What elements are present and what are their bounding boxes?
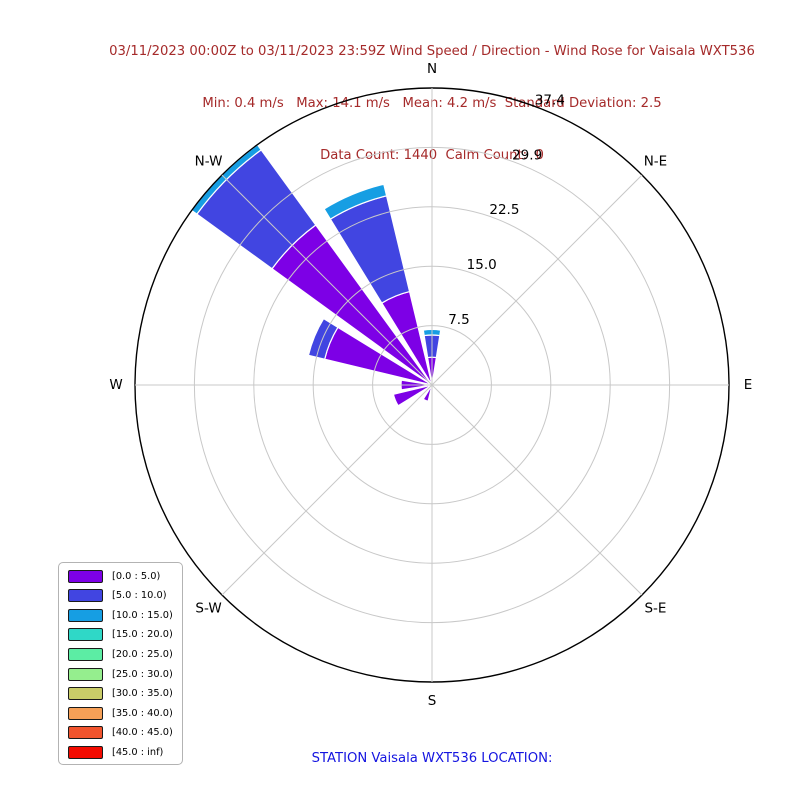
legend-swatch-8 xyxy=(68,726,103,740)
legend-swatch-3 xyxy=(68,628,103,642)
compass-label-N: N xyxy=(427,61,437,77)
radial-tick-label-22.5: 22.5 xyxy=(489,202,519,218)
legend-swatch-1 xyxy=(68,589,103,603)
compass-label-W: W xyxy=(109,377,122,393)
legend-swatch-5 xyxy=(68,667,103,681)
legend-item-5: [25.0 : 30.0) xyxy=(68,667,173,681)
legend-swatch-7 xyxy=(68,706,103,720)
legend-item-0: [0.0 : 5.0) xyxy=(68,569,173,583)
legend-swatch-0 xyxy=(68,569,103,583)
legend: [0.0 : 5.0) [5.0 : 10.0) [10.0 : 15.0) [15.… xyxy=(58,562,183,765)
legend-item-7: [35.0 : 40.0) xyxy=(68,706,173,720)
legend-item-3: [15.0 : 20.0) xyxy=(68,628,173,642)
legend-label-6: [30.0 : 35.0) xyxy=(112,688,173,700)
legend-item-1: [5.0 : 10.0) xyxy=(68,589,173,603)
radial-tick-label-29.9: 29.9 xyxy=(512,147,542,163)
legend-item-4: [20.0 : 25.0) xyxy=(68,648,173,662)
chart-title: 03/11/2023 00:00Z to 03/11/2023 23:59Z W… xyxy=(109,44,755,60)
legend-label-2: [10.0 : 15.0) xyxy=(112,609,173,621)
legend-label-9: [45.0 : inf) xyxy=(112,746,164,758)
compass-label-S-W: S-W xyxy=(195,600,221,616)
legend-label-7: [35.0 : 40.0) xyxy=(112,707,173,719)
compass-label-S-E: S-E xyxy=(644,600,666,616)
compass-label-N-W: N-W xyxy=(195,154,223,170)
legend-swatch-9 xyxy=(68,745,103,759)
legend-label-1: [5.0 : 10.0) xyxy=(112,590,167,602)
spoke-45 xyxy=(431,174,643,386)
legend-label-5: [25.0 : 30.0) xyxy=(112,668,173,680)
legend-swatch-2 xyxy=(68,608,103,622)
legend-swatch-4 xyxy=(68,648,103,662)
compass-label-E: E xyxy=(744,377,753,393)
compass-label-N-E: N-E xyxy=(644,154,668,170)
bar-WNW-bin-1 xyxy=(307,317,339,360)
legend-item-8: [40.0 : 45.0) xyxy=(68,726,173,740)
bar-WSW-bin-0 xyxy=(392,384,433,407)
legend-swatch-6 xyxy=(68,687,103,701)
compass-label-S: S xyxy=(428,693,437,709)
spoke-135 xyxy=(431,384,643,596)
legend-label-0: [0.0 : 5.0) xyxy=(112,570,161,582)
legend-item-2: [10.0 : 15.0) xyxy=(68,608,173,622)
chart-header: 03/11/2023 00:00Z to 03/11/2023 23:59Z W… xyxy=(109,9,755,181)
spoke-315 xyxy=(221,174,433,386)
bar-SSW-bin-0 xyxy=(422,384,433,402)
legend-label-3: [15.0 : 20.0) xyxy=(112,629,173,641)
legend-item-6: [30.0 : 35.0) xyxy=(68,687,173,701)
chart-stats-line: Min: 0.4 m/s Max: 14.1 m/s Mean: 4.2 m/s… xyxy=(202,96,662,112)
radial-tick-label-7.5: 7.5 xyxy=(448,312,469,328)
legend-label-8: [40.0 : 45.0) xyxy=(112,727,173,739)
station-caption-line1: STATION Vaisala WXT536 LOCATION: xyxy=(311,751,553,767)
station-caption: STATION Vaisala WXT536 LOCATION: NASA La… xyxy=(312,714,553,800)
bar-NNW-bin-2 xyxy=(323,183,388,220)
legend-item-9: [45.0 : inf) xyxy=(68,745,173,759)
radial-tick-label-37.4: 37.4 xyxy=(535,92,565,108)
radial-tick-label-15.0: 15.0 xyxy=(467,257,497,273)
spoke-225 xyxy=(221,384,433,596)
legend-label-4: [20.0 : 25.0) xyxy=(112,649,173,660)
